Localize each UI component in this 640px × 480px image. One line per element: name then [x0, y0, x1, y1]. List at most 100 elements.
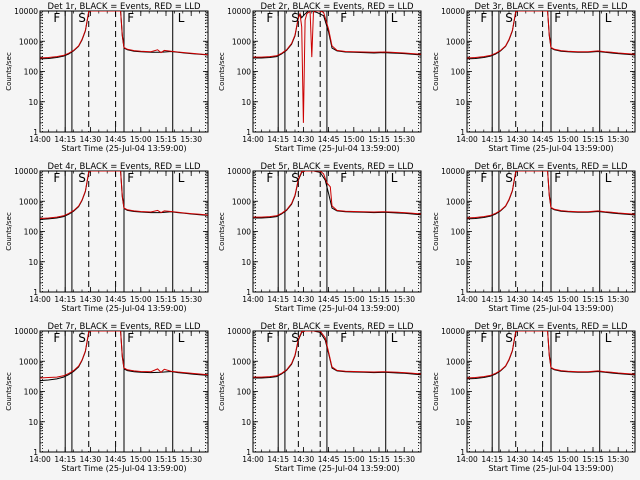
y-axis-label: Counts/sec — [218, 372, 226, 411]
x-tick-label: 15:15 — [155, 455, 177, 464]
x-tick-label: 15:15 — [155, 295, 177, 304]
x-tick-label: 14:45 — [105, 455, 127, 464]
x-tick-label: 15:30 — [393, 455, 415, 464]
y-tick-label: 10 — [455, 98, 465, 107]
y-tick-label: 1000 — [446, 37, 465, 46]
y-tick-label: 1000 — [19, 37, 38, 46]
x-tick-label: 14:30 — [507, 455, 529, 464]
x-tick-label: 14:15 — [267, 135, 289, 144]
x-tick-label: 15:00 — [343, 455, 365, 464]
series-line-lld — [40, 331, 208, 379]
x-tick-label: 14:45 — [318, 455, 340, 464]
y-tick-label: 100 — [237, 68, 252, 77]
detector-panel-5: Det 5r, BLACK = Events, RED = LLD 1 10 100 1… — [218, 162, 422, 313]
y-tick-label: 1 — [460, 128, 465, 137]
y-tick-label: 1000 — [232, 357, 251, 366]
y-tick-label: 100 — [24, 68, 39, 77]
x-tick-label: 15:00 — [130, 135, 152, 144]
x-tick-label: 14:00 — [29, 295, 51, 304]
interval-marker: F — [127, 11, 134, 25]
y-tick-label: 1 — [460, 448, 465, 457]
series-line-lld — [40, 171, 208, 219]
y-tick-label: 1 — [246, 448, 251, 457]
y-tick-label: 1000 — [19, 197, 38, 206]
x-tick-label: 14:30 — [80, 455, 102, 464]
y-tick-label: 10 — [241, 418, 251, 427]
interval-marker: F — [554, 11, 561, 25]
interval-marker: F — [340, 171, 347, 185]
y-tick-label: 10000 — [441, 327, 465, 336]
x-tick-label: 15:00 — [557, 295, 579, 304]
x-tick-label: 15:15 — [368, 295, 390, 304]
interval-marker: F — [266, 11, 273, 25]
series-line-lld — [253, 11, 421, 123]
x-tick-label: 15:15 — [582, 135, 604, 144]
y-tick-label: 10 — [241, 258, 251, 267]
y-tick-label: 100 — [451, 228, 466, 237]
x-tick-label: 15:30 — [180, 455, 202, 464]
x-tick-label: 14:00 — [29, 135, 51, 144]
interval-marker: S — [505, 331, 513, 345]
y-tick-label: 1 — [246, 128, 251, 137]
panel-title: Det 2r, BLACK = Events, RED = LLD — [260, 2, 414, 12]
interval-marker: F — [266, 171, 273, 185]
y-tick-label: 10 — [28, 258, 38, 267]
x-tick-label: 14:15 — [481, 135, 503, 144]
x-tick-label: 14:00 — [242, 135, 264, 144]
x-tick-label: 14:00 — [29, 455, 51, 464]
interval-marker: S — [78, 11, 86, 25]
x-axis-label: Start Time (25-Jul-04 13:59:00) — [61, 464, 186, 473]
interval-marker: L — [605, 11, 612, 25]
x-tick-label: 14:15 — [481, 455, 503, 464]
detector-panel-2: Det 2r, BLACK = Events, RED = LLD 1 10 100 1… — [218, 2, 422, 153]
x-tick-label: 15:00 — [557, 455, 579, 464]
interval-marker: S — [291, 171, 299, 185]
x-tick-label: 14:30 — [80, 295, 102, 304]
x-tick-label: 15:30 — [180, 295, 202, 304]
y-tick-label: 100 — [24, 388, 39, 397]
interval-marker: F — [340, 11, 347, 25]
x-tick-label: 15:15 — [582, 455, 604, 464]
y-tick-label: 10 — [28, 98, 38, 107]
x-tick-label: 14:45 — [105, 295, 127, 304]
y-axis-label: Counts/sec — [5, 372, 13, 411]
y-tick-label: 1000 — [232, 37, 251, 46]
x-tick-label: 15:00 — [130, 455, 152, 464]
x-tick-label: 15:30 — [393, 135, 415, 144]
x-tick-label: 15:30 — [607, 295, 629, 304]
x-axis-label: Start Time (25-Jul-04 13:59:00) — [274, 304, 399, 313]
x-axis-label: Start Time (25-Jul-04 13:59:00) — [488, 464, 613, 473]
y-tick-label: 10 — [28, 418, 38, 427]
interval-marker: F — [340, 331, 347, 345]
x-tick-label: 14:45 — [532, 455, 554, 464]
detector-panel-1: Det 1r, BLACK = Events, RED = LLD 1 10 100 1… — [5, 2, 209, 153]
panel-title: Det 3r, BLACK = Events, RED = LLD — [474, 2, 628, 12]
y-tick-label: 1 — [460, 288, 465, 297]
interval-marker: F — [127, 171, 134, 185]
interval-marker: L — [605, 171, 612, 185]
y-tick-label: 10000 — [441, 7, 465, 16]
x-axis-label: Start Time (25-Jul-04 13:59:00) — [274, 144, 399, 153]
interval-marker: F — [53, 171, 60, 185]
x-tick-label: 15:30 — [393, 295, 415, 304]
series-line-lld — [253, 331, 421, 378]
x-tick-label: 15:00 — [343, 135, 365, 144]
y-tick-label: 10000 — [14, 167, 38, 176]
y-axis-label: Counts/sec — [218, 212, 226, 251]
interval-marker: F — [480, 171, 487, 185]
interval-marker: L — [391, 11, 398, 25]
interval-marker: S — [78, 331, 86, 345]
x-tick-label: 14:45 — [318, 295, 340, 304]
x-tick-label: 14:30 — [507, 295, 529, 304]
x-tick-label: 14:00 — [456, 455, 478, 464]
x-axis-label: Start Time (25-Jul-04 13:59:00) — [488, 304, 613, 313]
series-line-events — [253, 331, 421, 379]
interval-marker: S — [78, 171, 86, 185]
interval-marker: F — [53, 11, 60, 25]
x-axis-label: Start Time (25-Jul-04 13:59:00) — [274, 464, 399, 473]
detector-panel-9: Det 9r, BLACK = Events, RED = LLD 1 10 100 1… — [432, 322, 636, 473]
x-tick-label: 15:00 — [557, 135, 579, 144]
interval-marker: F — [266, 331, 273, 345]
y-tick-label: 1 — [33, 128, 38, 137]
y-tick-label: 10000 — [14, 327, 38, 336]
